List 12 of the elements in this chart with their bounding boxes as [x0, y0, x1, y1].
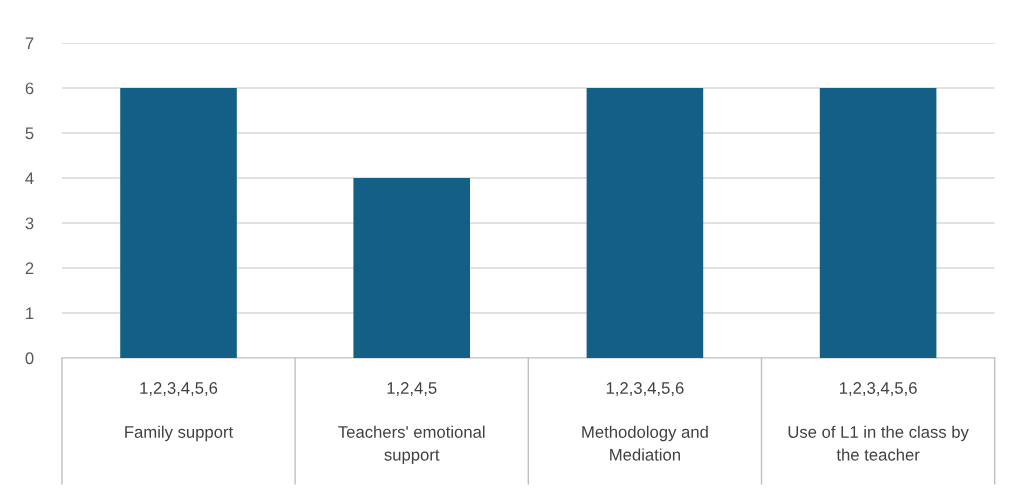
y-tick-label: 5: [25, 127, 34, 140]
y-tick-label: 6: [25, 82, 34, 95]
y-tick-label: 4: [25, 172, 34, 185]
y-tick-label: 1: [26, 307, 34, 319]
y-tick-label: 7: [25, 37, 34, 50]
y-tick-label: 3: [25, 217, 34, 230]
category-label: 1,2,3,4,5,6 Family support: [125, 382, 234, 442]
category-label: 1,2,3,4,5,6 Methodology and Mediation: [582, 382, 708, 461]
y-tick-label: 2: [25, 262, 34, 275]
category-label: 1,2,3,4,5,6 Use of L1 in the class by the teacher: [788, 382, 969, 461]
y-tick-label: 0: [25, 352, 34, 365]
category-label: 1,2,4,5 Teachers' emotional support: [338, 382, 485, 464]
